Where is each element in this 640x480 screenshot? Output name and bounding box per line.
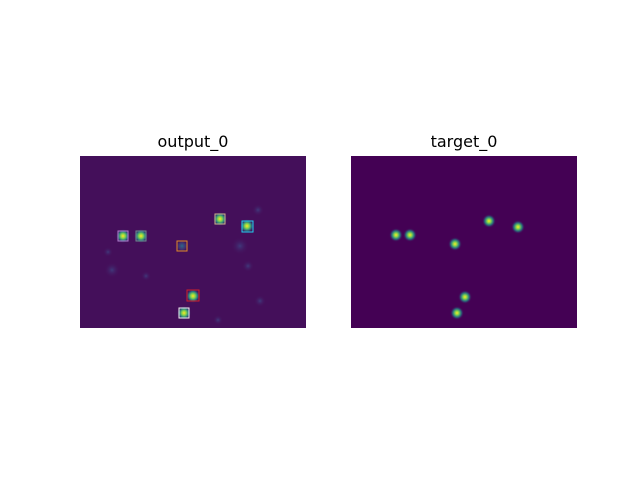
detection-box bbox=[186, 289, 200, 302]
faint-blob bbox=[213, 315, 223, 325]
faint-blob bbox=[254, 295, 266, 307]
detection-box bbox=[178, 307, 190, 319]
detection-box bbox=[117, 230, 129, 242]
detection-box bbox=[135, 230, 147, 242]
target-spot bbox=[450, 306, 464, 320]
detection-box bbox=[176, 240, 188, 252]
target-spot bbox=[458, 290, 472, 304]
detection-spot bbox=[177, 306, 191, 320]
output-heatmap bbox=[80, 156, 306, 328]
output-heatmap-svg bbox=[80, 156, 306, 328]
output-panel-title: output_0 bbox=[157, 132, 229, 151]
detection-spot bbox=[186, 289, 200, 303]
detection-spot bbox=[176, 240, 188, 252]
detection-box bbox=[214, 213, 226, 225]
detection-spot bbox=[213, 212, 227, 226]
target-spot bbox=[448, 237, 462, 251]
faint-blob bbox=[231, 237, 249, 255]
detection-spot bbox=[134, 229, 148, 243]
faint-blob bbox=[242, 260, 254, 272]
detection-spot bbox=[240, 219, 254, 233]
detection-box bbox=[241, 220, 254, 233]
faint-blob bbox=[104, 262, 120, 278]
faint-blob bbox=[103, 247, 113, 257]
target-spot bbox=[403, 228, 417, 242]
target-spot bbox=[482, 214, 496, 228]
target-panel-title: target_0 bbox=[430, 132, 498, 151]
target-spot bbox=[389, 228, 403, 242]
target-spot bbox=[511, 220, 525, 234]
faint-blob bbox=[141, 271, 151, 281]
detection-spot bbox=[116, 229, 130, 243]
target-heatmap bbox=[351, 156, 577, 328]
target-heatmap-svg bbox=[351, 156, 577, 328]
faint-blob bbox=[252, 204, 264, 216]
